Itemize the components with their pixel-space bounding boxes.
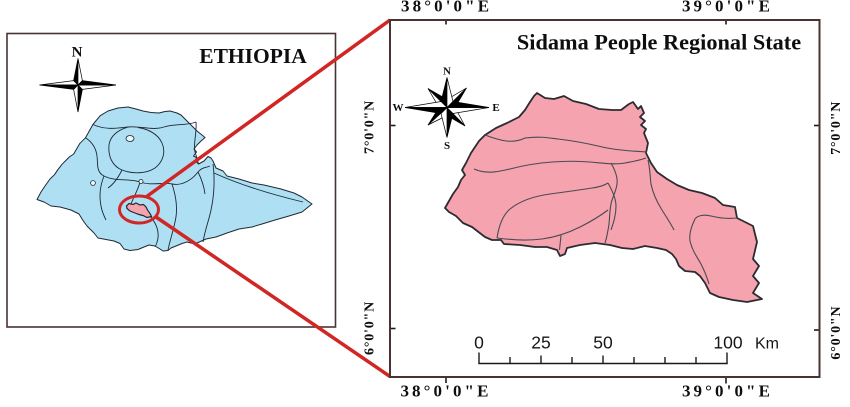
svg-text:39°0'0"E: 39°0'0"E bbox=[682, 382, 773, 401]
svg-text:Sidama People Regional State: Sidama People Regional State bbox=[517, 29, 801, 54]
svg-text:W: W bbox=[393, 102, 404, 114]
svg-text:6°0'0"N: 6°0'0"N bbox=[829, 306, 844, 360]
svg-text:50: 50 bbox=[593, 332, 613, 352]
svg-text:N: N bbox=[72, 45, 83, 61]
svg-text:6°0'0"N: 6°0'0"N bbox=[363, 301, 378, 355]
svg-text:E: E bbox=[492, 102, 499, 114]
svg-text:N: N bbox=[443, 66, 451, 78]
svg-text:100: 100 bbox=[713, 332, 742, 352]
svg-text:25: 25 bbox=[531, 332, 550, 352]
svg-text:S: S bbox=[444, 140, 450, 152]
svg-text:7°0'0"N: 7°0'0"N bbox=[829, 101, 844, 155]
svg-text:0: 0 bbox=[474, 332, 484, 352]
svg-text:38°0'0"E: 38°0'0"E bbox=[400, 382, 491, 401]
svg-text:38°0'0"E: 38°0'0"E bbox=[401, 0, 492, 16]
svg-text:ETHIOPIA: ETHIOPIA bbox=[199, 44, 307, 68]
svg-text:7°0'0"N: 7°0'0"N bbox=[363, 100, 378, 154]
svg-text:39°0'0"E: 39°0'0"E bbox=[682, 0, 773, 16]
svg-text:Km: Km bbox=[755, 335, 779, 352]
